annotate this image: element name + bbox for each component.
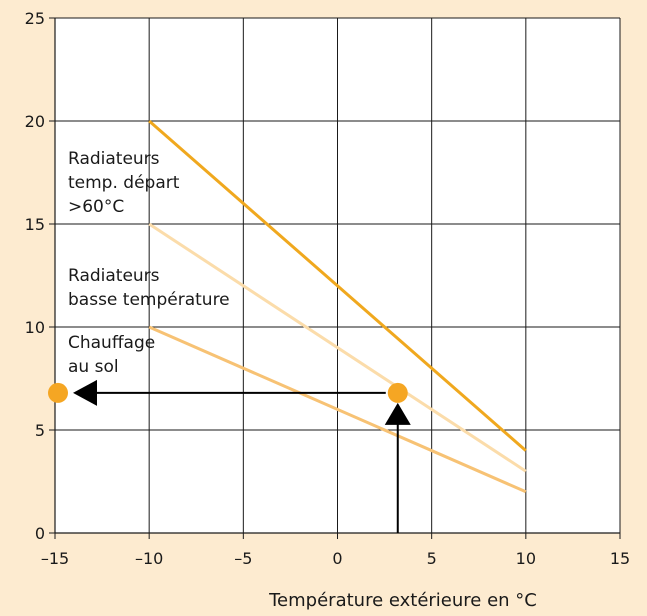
x-axis-label: Température extérieure en °C — [268, 590, 537, 611]
chart-axes — [49, 17, 621, 539]
y-tick-label: 0 — [35, 524, 45, 543]
x-tick-label: –15 — [41, 549, 69, 568]
y-tick-label: 5 — [35, 421, 45, 440]
series-label-line: >60°C — [68, 197, 124, 217]
x-tick-label: –5 — [234, 549, 252, 568]
series-label-2: Radiateurs basse température — [68, 266, 230, 310]
result-point — [48, 382, 68, 403]
x-tick-label: –10 — [135, 549, 163, 568]
chart-series-lines — [148, 119, 527, 494]
horizontal-arrow-head — [73, 379, 97, 406]
x-tick-label: 10 — [516, 549, 536, 568]
series-label-1: Radiateurs temp. départ >60°C — [68, 149, 180, 217]
series-label-line: temp. départ — [68, 173, 180, 193]
y-tick-label: 15 — [25, 215, 45, 234]
x-tick-label: 15 — [610, 549, 630, 568]
y-tick-label: 25 — [25, 9, 45, 28]
y-tick-label: 20 — [25, 112, 45, 131]
series-label-line: Radiateurs — [68, 266, 160, 286]
series-line-1 — [148, 119, 527, 452]
series-label-line: basse température — [68, 290, 230, 310]
y-tick-label: 10 — [25, 318, 45, 337]
chart-tick-labels: 0 5 10 15 20 25 –15 –10 –5 0 5 10 15 — [25, 9, 631, 568]
series-label-line: Chauffage — [68, 333, 155, 353]
series-label-line: au sol — [68, 357, 119, 377]
chart-annotation — [48, 379, 411, 533]
chart-series-labels: Radiateurs temp. départ >60°C Radiateurs bas… — [68, 149, 230, 377]
series-label-3: Chauffage au sol — [68, 333, 155, 377]
series-line-2 — [148, 222, 527, 473]
x-tick-label: 0 — [332, 549, 342, 568]
operating-point — [387, 382, 408, 403]
series-line-3 — [148, 325, 527, 494]
vertical-arrow-head — [384, 402, 411, 425]
x-tick-label: 5 — [427, 549, 437, 568]
series-label-line: Radiateurs — [68, 149, 160, 169]
